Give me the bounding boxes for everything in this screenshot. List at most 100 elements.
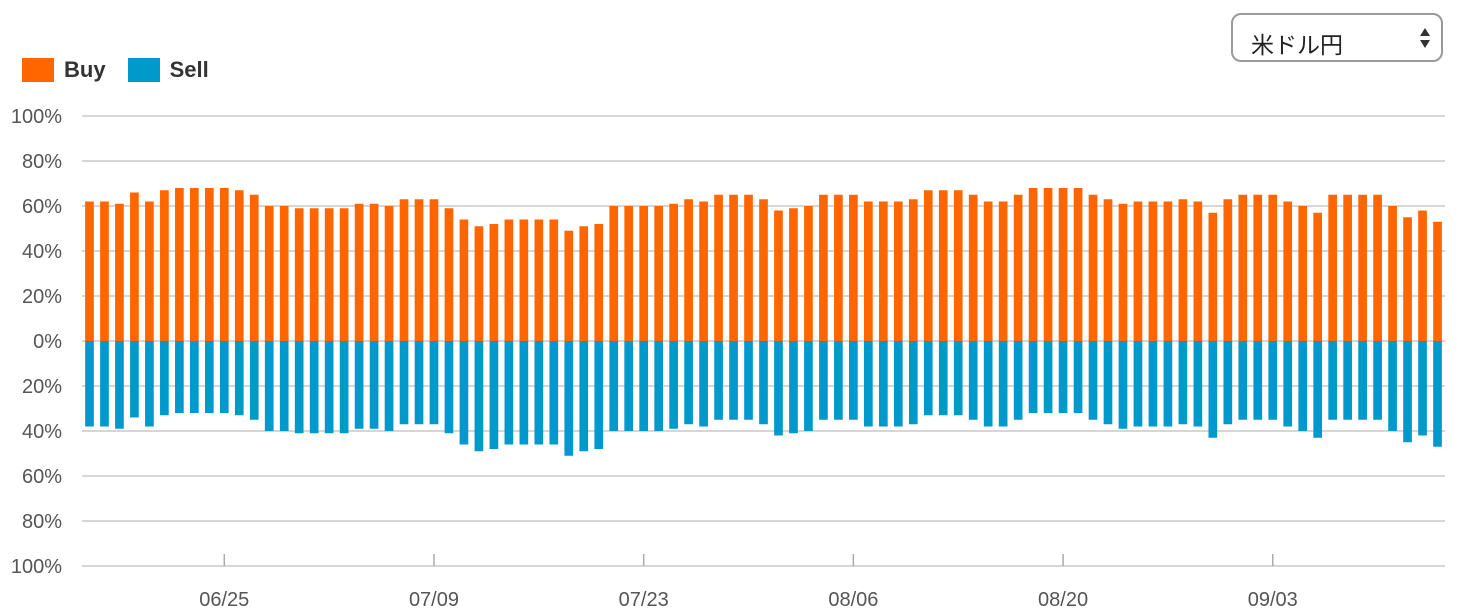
sell-bar xyxy=(998,341,1008,427)
sell-bar xyxy=(354,341,364,429)
buy-bar xyxy=(369,203,379,341)
buy-bar xyxy=(175,188,184,341)
buy-bar xyxy=(384,206,394,341)
sell-bar xyxy=(534,341,544,445)
sell-bar xyxy=(1328,341,1338,420)
x-tick-label: 06/25 xyxy=(199,589,249,611)
buy-bar xyxy=(1388,206,1397,341)
sell-bar xyxy=(804,341,813,431)
y-tick-label: 80% xyxy=(22,151,62,173)
sell-bar xyxy=(1343,341,1352,420)
sell-bar xyxy=(669,341,678,429)
sell-bar xyxy=(744,341,753,420)
buy-bar xyxy=(1298,206,1308,341)
sell-bar xyxy=(1073,341,1083,413)
sell-bar xyxy=(789,341,798,434)
sell-bar xyxy=(414,341,424,425)
buy-bar xyxy=(1403,217,1412,341)
sell-bar xyxy=(1178,341,1188,425)
buy-bar xyxy=(744,194,753,341)
sell-bar xyxy=(100,341,109,427)
buy-bar xyxy=(1013,194,1023,341)
y-tick-label: 80% xyxy=(22,511,62,533)
buy-bar xyxy=(893,201,903,341)
sell-bar xyxy=(459,341,469,445)
legend-label-buy: Buy xyxy=(64,57,106,82)
buy-bar xyxy=(804,206,813,341)
sell-bar xyxy=(938,341,948,416)
legend-swatch-sell xyxy=(127,58,160,82)
sell-bar xyxy=(444,341,454,434)
buy-bar xyxy=(414,199,424,341)
sell-bar xyxy=(145,341,154,427)
sell-bar xyxy=(130,341,139,418)
sell-bar xyxy=(234,341,244,416)
sell-bar xyxy=(294,341,304,434)
buy-bar xyxy=(774,210,783,341)
buy-bar xyxy=(1253,194,1263,341)
sell-bar xyxy=(175,341,184,413)
currency-pair-select[interactable]: 米ドル円 xyxy=(1231,13,1443,62)
buy-bar xyxy=(1073,188,1083,341)
legend-swatch-buy xyxy=(22,58,54,82)
buy-bar xyxy=(1373,194,1382,341)
buy-bar xyxy=(324,208,334,341)
buy-bar xyxy=(684,199,693,341)
sell-bar xyxy=(1418,341,1427,436)
sell-bar xyxy=(1133,341,1143,427)
legend-item-buy[interactable]: Buy xyxy=(22,57,106,83)
sell-bar xyxy=(1208,341,1218,438)
sell-bar xyxy=(1088,341,1098,420)
y-tick-label: 40% xyxy=(22,421,62,443)
buy-bar xyxy=(429,199,439,341)
legend-item-sell[interactable]: Sell xyxy=(127,57,209,83)
y-tick-label: 20% xyxy=(22,286,62,308)
sell-bar xyxy=(654,341,663,431)
buy-bar xyxy=(160,190,169,341)
sell-bar xyxy=(834,341,843,420)
y-tick-label: 60% xyxy=(22,466,62,488)
buy-bar xyxy=(115,203,124,341)
x-tick-label: 07/23 xyxy=(619,589,669,611)
sell-bar xyxy=(1283,341,1293,427)
buy-bar xyxy=(834,194,843,341)
sell-bar xyxy=(1253,341,1263,420)
x-tick-label: 07/09 xyxy=(409,589,459,611)
sell-bar xyxy=(1403,341,1412,443)
sell-bar xyxy=(923,341,933,416)
sell-bar xyxy=(1103,341,1113,425)
buy-bar xyxy=(1208,212,1218,341)
sell-bar xyxy=(324,341,334,434)
sell-bar xyxy=(1223,341,1233,425)
buy-bar xyxy=(699,201,708,341)
sell-bar xyxy=(983,341,993,427)
sell-bar xyxy=(893,341,903,427)
buy-bar xyxy=(938,190,948,341)
sell-bar xyxy=(579,341,589,452)
buy-bar xyxy=(1223,199,1233,341)
sell-bar xyxy=(1388,341,1397,431)
sell-bar xyxy=(1163,341,1173,427)
sell-bar xyxy=(85,341,94,427)
buy-bar xyxy=(219,188,229,341)
buy-bar xyxy=(145,201,154,341)
sell-bar xyxy=(968,341,978,420)
buy-bar xyxy=(923,190,933,341)
buy-bar xyxy=(968,194,978,341)
sell-bar xyxy=(864,341,873,427)
x-tick-label: 08/06 xyxy=(828,589,878,611)
sell-bar xyxy=(1058,341,1068,413)
buy-bar xyxy=(519,219,529,341)
buy-bar xyxy=(85,201,94,341)
sell-bar xyxy=(684,341,693,425)
sell-bar xyxy=(639,341,649,431)
buy-bar xyxy=(1103,199,1113,341)
sell-bar xyxy=(369,341,379,429)
buy-bar xyxy=(444,208,454,341)
buy-bar xyxy=(759,199,768,341)
sell-bar xyxy=(729,341,738,420)
buy-bar xyxy=(908,199,918,341)
buy-bar xyxy=(1313,212,1323,341)
buy-bar xyxy=(864,201,873,341)
